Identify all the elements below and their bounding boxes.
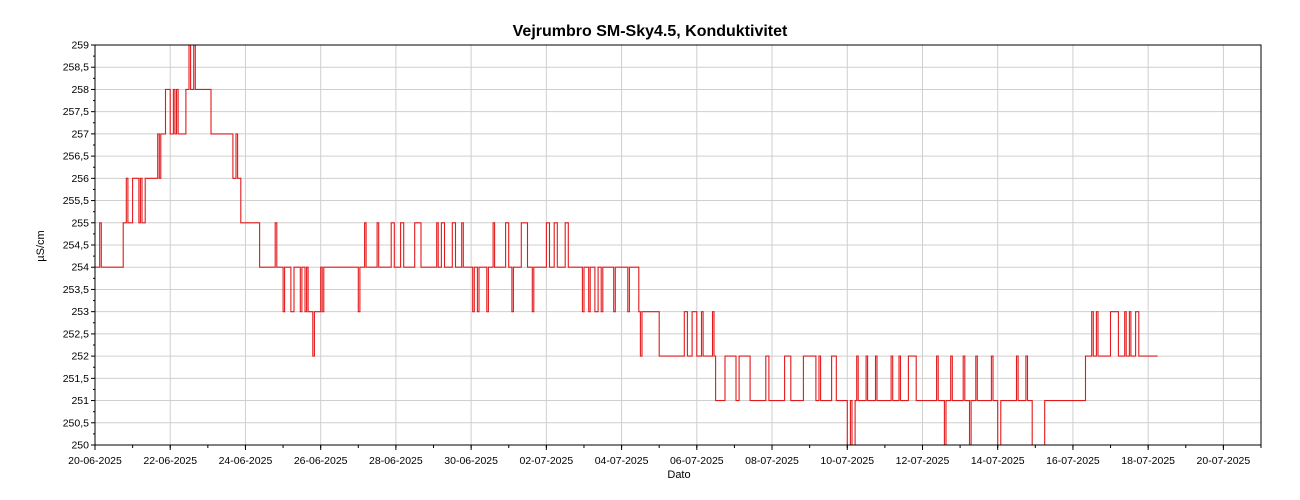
y-tick-label: 250 <box>71 440 89 452</box>
y-tick-label: 253 <box>71 306 89 318</box>
plot-frame <box>94 44 1262 446</box>
x-tick-label: 28-06-2025 <box>369 455 423 467</box>
x-tick-label: 26-06-2025 <box>294 455 348 467</box>
y-tick-label: 251,5 <box>63 373 89 385</box>
x-tick-label: 20-06-2025 <box>68 455 122 467</box>
y-tick-label: 258 <box>71 84 89 96</box>
y-tick-label: 252,5 <box>63 328 89 340</box>
y-tick-label: 255 <box>71 217 89 229</box>
chart-title: Vejrumbro SM-Sky4.5, Konduktivitet <box>513 23 788 40</box>
x-tick-label: 06-07-2025 <box>670 455 724 467</box>
y-tick-label: 259 <box>71 40 89 52</box>
series-line <box>95 44 1158 446</box>
y-tick-label: 256,5 <box>63 151 89 163</box>
y-tick-label: 255,5 <box>63 195 89 207</box>
x-tick-label: 08-07-2025 <box>745 455 799 467</box>
x-tick-label: 14-07-2025 <box>971 455 1025 467</box>
y-tick-label: 254,5 <box>63 240 89 252</box>
x-tick-label: 16-07-2025 <box>1046 455 1100 467</box>
x-tick-label: 30-06-2025 <box>444 455 498 467</box>
y-tick-label: 253,5 <box>63 284 89 296</box>
grid <box>95 44 1261 446</box>
y-tick-label: 254 <box>71 262 89 274</box>
x-tick-label: 02-07-2025 <box>519 455 573 467</box>
x-tick-label: 04-07-2025 <box>595 455 649 467</box>
x-tick-label: 24-06-2025 <box>219 455 273 467</box>
axis-ticks: 250 250,5 251 251,5 252 252,5 253 253,5 254 254,5… <box>63 40 1262 467</box>
y-tick-label: 250,5 <box>63 417 89 429</box>
x-tick-label: 20-07-2025 <box>1197 455 1251 467</box>
y-tick-label: 251 <box>71 395 89 407</box>
y-tick-label: 256 <box>71 173 89 185</box>
y-tick-label: 258,5 <box>63 62 89 74</box>
x-axis-label: Dato <box>667 469 690 481</box>
x-tick-label: 22-06-2025 <box>143 455 197 467</box>
x-tick-label: 12-07-2025 <box>896 455 950 467</box>
x-tick-label: 18-07-2025 <box>1121 455 1175 467</box>
y-axis-label: µS/cm <box>35 230 47 261</box>
y-tick-label: 257,5 <box>63 106 89 118</box>
x-tick-label: 10-07-2025 <box>820 455 874 467</box>
y-tick-label: 252 <box>71 351 89 363</box>
y-tick-label: 257 <box>71 128 89 140</box>
